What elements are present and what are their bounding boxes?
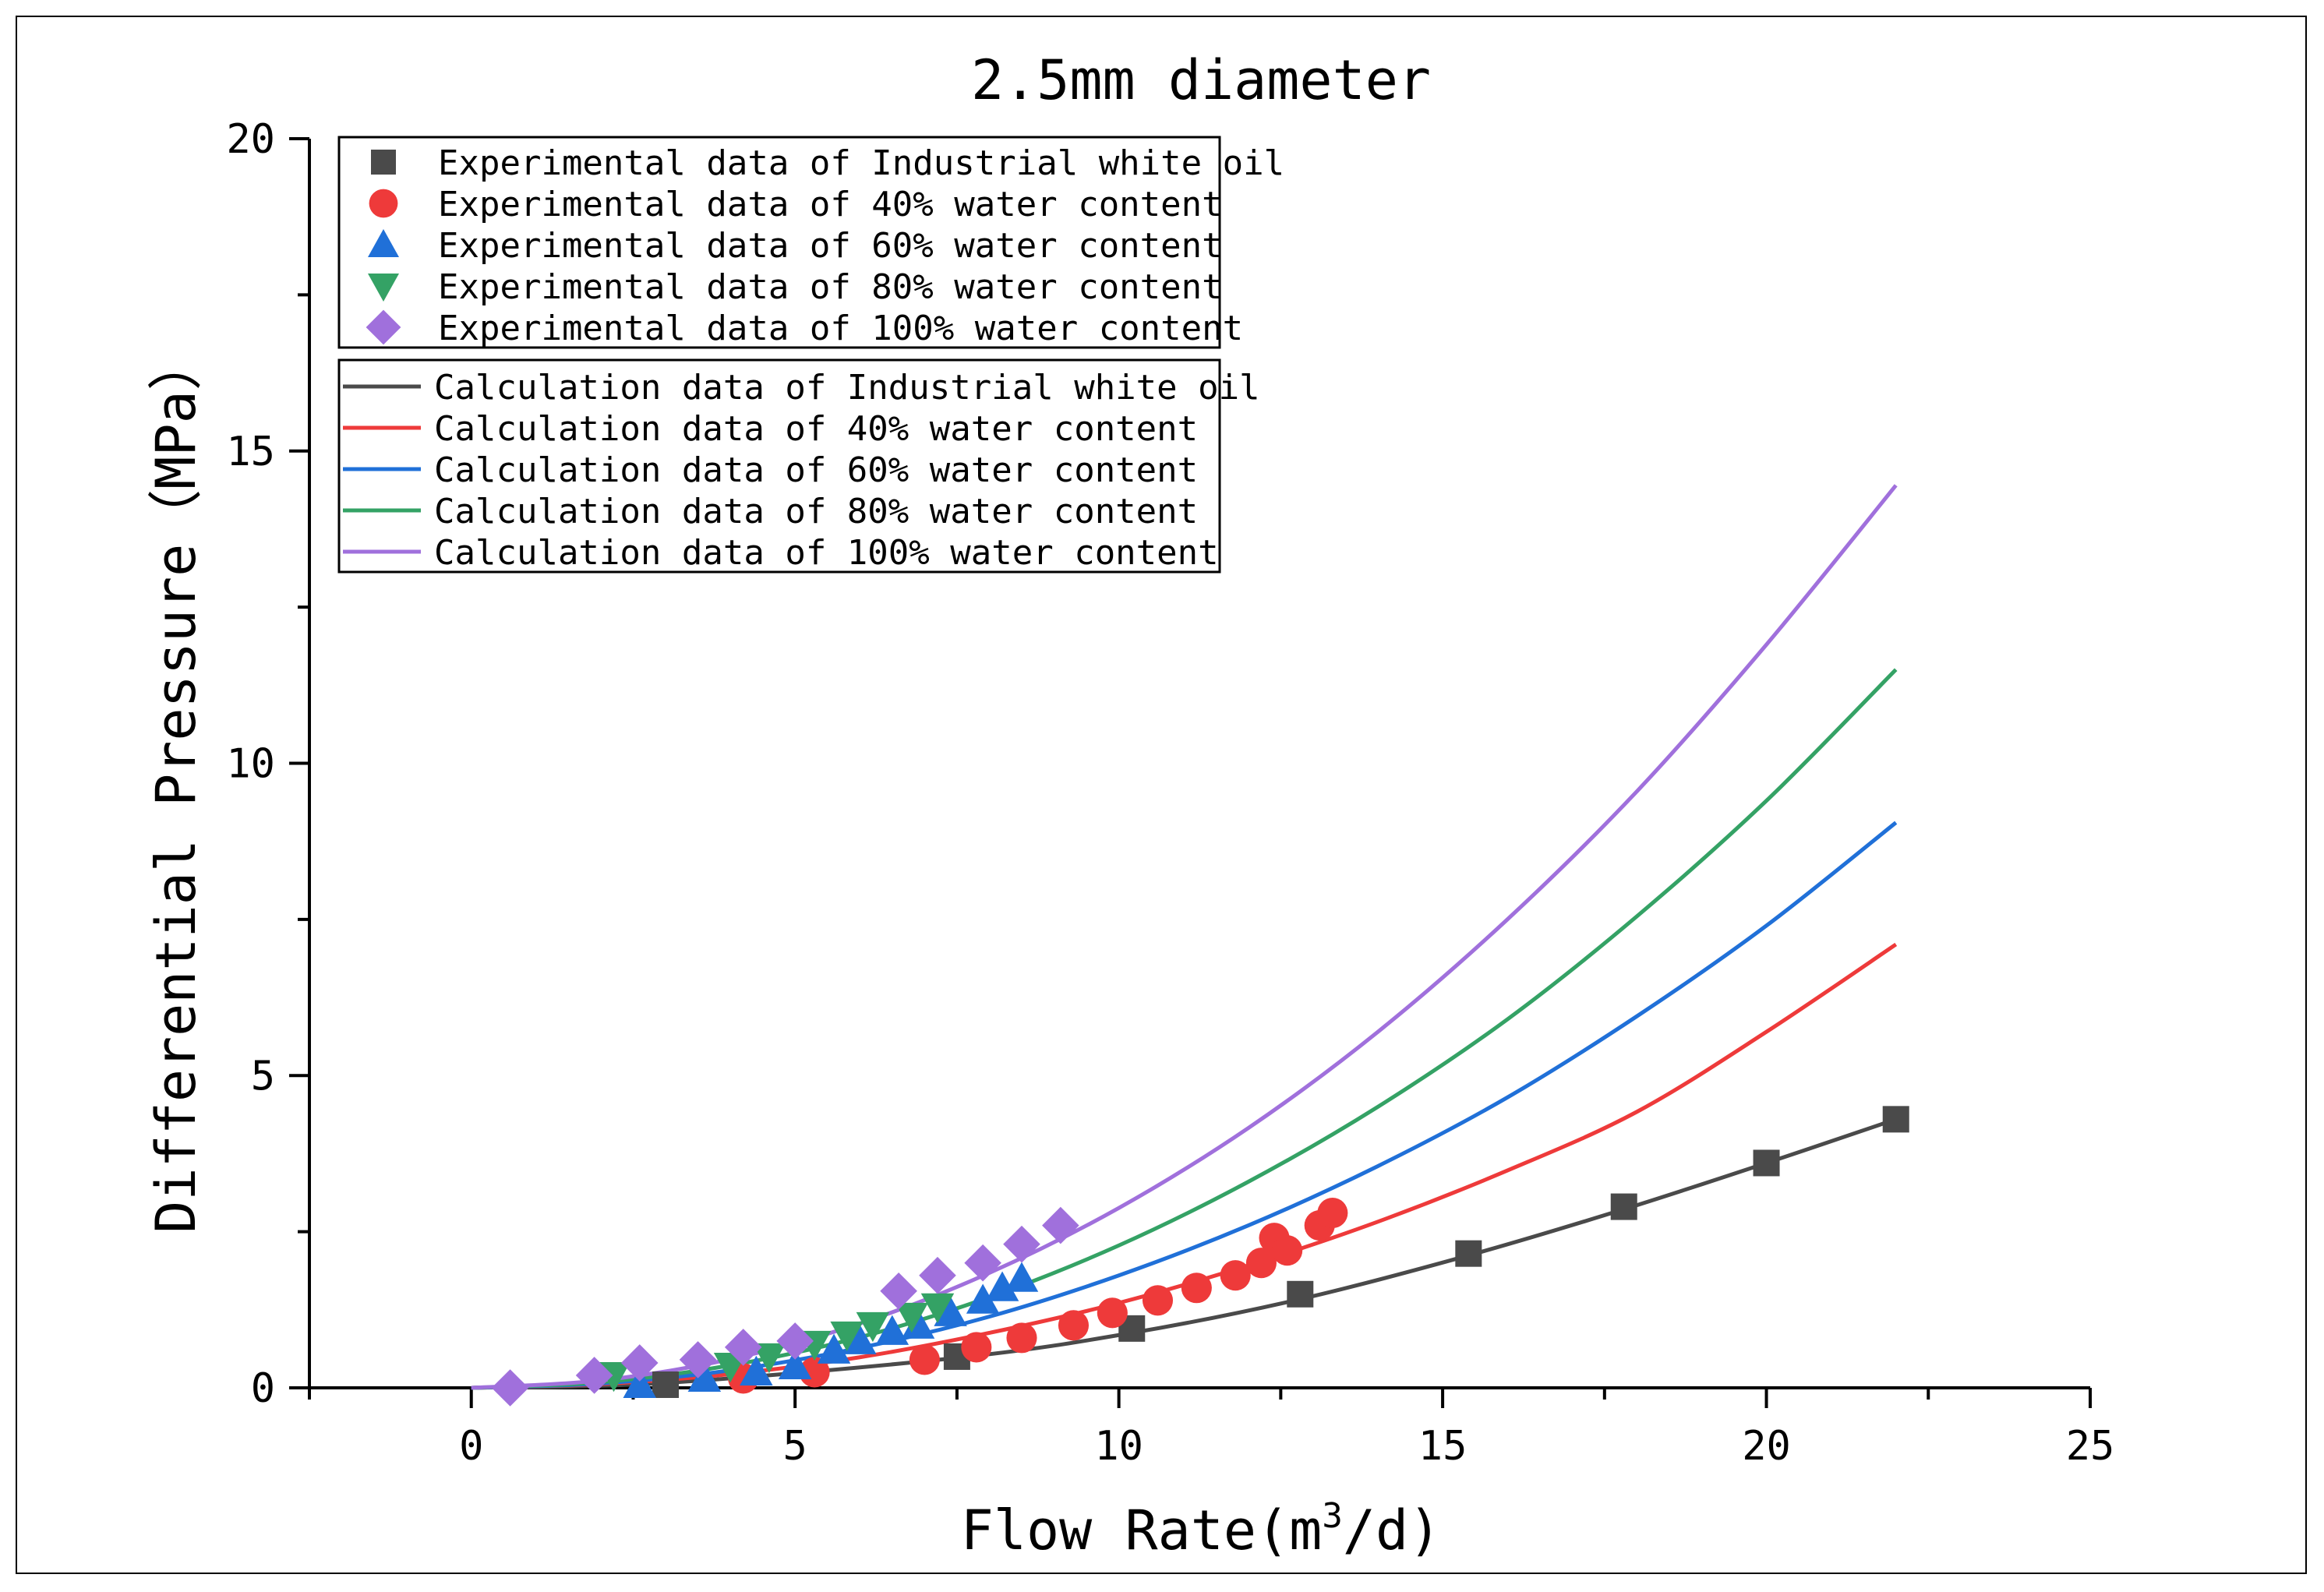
experimental-point-2 <box>778 1349 812 1379</box>
legend-label: Calculation data of Industrial white oil <box>434 368 1260 408</box>
experimental-point-4 <box>620 1344 659 1382</box>
y-tick-label: 15 <box>226 429 275 475</box>
experimental-point-1 <box>909 1344 940 1375</box>
y-tick-label: 10 <box>226 741 275 788</box>
experimental-point-2 <box>985 1271 1019 1301</box>
experimental-point-3 <box>920 1293 955 1324</box>
experimental-point-4 <box>575 1357 613 1394</box>
axes: 0 5 10 15 20 25 0 5 10 15 20 <box>226 116 2114 1470</box>
x-tick-label: 15 <box>1418 1423 1468 1470</box>
experimental-point-2 <box>934 1296 967 1326</box>
legend-label: Experimental data of 60% water content <box>438 226 1223 266</box>
legend-marker-3 <box>368 274 399 302</box>
experimental-point-0 <box>1882 1106 1909 1133</box>
legend-label: Calculation data of 40% water content <box>434 409 1198 449</box>
y-tick-label: 0 <box>251 1365 275 1412</box>
calculation-curve-0 <box>471 1117 1897 1390</box>
y-axis-label: Differential Pressure（MPa） <box>144 336 208 1233</box>
legend-label: Calculation data of 80% water content <box>434 492 1198 531</box>
legend-label: Calculation data of 100% water content <box>434 533 1219 573</box>
experimental-point-3 <box>895 1302 928 1333</box>
chart-title: 2.5mm diameter <box>971 48 1431 112</box>
calculation-curve-2 <box>471 821 1898 1390</box>
experimental-point-4 <box>679 1341 717 1378</box>
experimental-point-0 <box>1753 1149 1780 1177</box>
experimental-point-1 <box>1006 1322 1037 1354</box>
x-tick-label: 20 <box>1742 1423 1791 1470</box>
experimental-point-1 <box>799 1357 830 1388</box>
experimental-point-1 <box>1181 1273 1212 1304</box>
experimental-point-4 <box>724 1329 762 1366</box>
legend-calculation: Calculation data of Industrial white oil… <box>337 358 1260 574</box>
legend-label: Experimental data of 40% water content <box>438 185 1223 224</box>
experimental-point-0 <box>1610 1193 1637 1220</box>
experimental-point-4 <box>776 1322 814 1360</box>
experimental-point-0 <box>1287 1280 1314 1308</box>
experimental-point-2 <box>1005 1262 1039 1292</box>
experimental-point-4 <box>880 1272 917 1310</box>
x-axis-label: Flow Rate(m3/d) <box>961 1496 1442 1562</box>
experimental-point-4 <box>964 1244 1001 1282</box>
legend-experimental: Experimental data of Industrial white oi… <box>337 136 1284 349</box>
y-tick-label: 20 <box>226 116 275 163</box>
experimental-point-1 <box>1272 1235 1303 1266</box>
experimental-point-4 <box>1003 1225 1040 1263</box>
experimental-point-2 <box>966 1283 1000 1314</box>
y-tick-label: 5 <box>251 1053 275 1100</box>
legend-label: Experimental data of Industrial white oi… <box>438 143 1284 183</box>
legend-calculation-box <box>337 358 1221 574</box>
x-tick-label: 5 <box>783 1423 807 1470</box>
experimental-point-3 <box>856 1311 890 1343</box>
legend-label: Calculation data of 60% water content <box>434 450 1198 490</box>
x-tick-label: 0 <box>459 1423 483 1470</box>
experimental-points <box>491 1106 1909 1407</box>
experimental-point-1 <box>1097 1297 1128 1329</box>
experimental-point-1 <box>1220 1260 1251 1291</box>
calculation-curve-1 <box>471 942 1898 1390</box>
experimental-point-2 <box>875 1315 909 1345</box>
experimental-point-2 <box>687 1361 722 1392</box>
experimental-point-2 <box>740 1355 773 1385</box>
experimental-point-1 <box>1142 1285 1174 1316</box>
experimental-point-4 <box>1042 1206 1079 1244</box>
experimental-point-1 <box>961 1332 992 1363</box>
legend-label: Experimental data of 80% water content <box>438 267 1223 307</box>
x-tick-label: 25 <box>2066 1423 2115 1470</box>
experimental-point-0 <box>652 1371 679 1398</box>
experimental-point-2 <box>901 1308 935 1339</box>
legend-label: Experimental data of 100% water content <box>438 309 1243 348</box>
experimental-point-2 <box>817 1333 851 1364</box>
experimental-point-1 <box>1245 1248 1277 1279</box>
experimental-point-4 <box>491 1369 529 1407</box>
legend-marker-0 <box>371 150 396 175</box>
x-axis-label-superscript: 3 <box>1322 1496 1343 1536</box>
experimental-point-1 <box>1058 1310 1090 1341</box>
experimental-point-0 <box>1455 1240 1482 1267</box>
experimental-point-1 <box>1317 1198 1348 1229</box>
experimental-point-4 <box>919 1256 956 1294</box>
legend-marker-1 <box>369 189 398 218</box>
legend-experimental-box <box>337 136 1221 349</box>
x-tick-label: 10 <box>1094 1423 1143 1470</box>
legend-marker-4 <box>366 309 401 345</box>
experimental-point-2 <box>623 1368 657 1398</box>
experimental-point-3 <box>752 1343 786 1374</box>
calculation-curves <box>471 484 1898 1390</box>
legend-marker-2 <box>368 229 399 257</box>
experimental-point-2 <box>843 1324 877 1354</box>
experimental-point-3 <box>830 1321 864 1352</box>
